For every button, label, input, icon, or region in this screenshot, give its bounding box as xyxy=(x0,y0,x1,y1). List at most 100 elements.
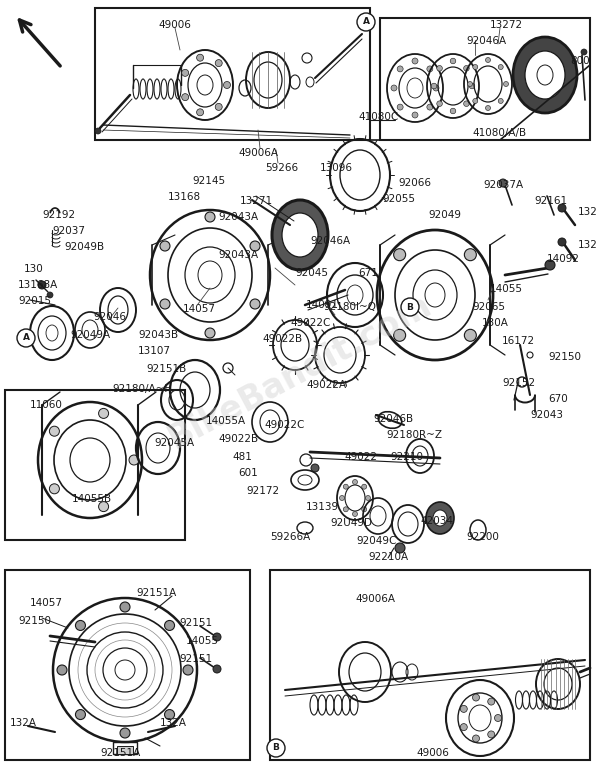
Text: 92210: 92210 xyxy=(390,452,423,462)
Bar xyxy=(113,742,137,754)
Text: 92043: 92043 xyxy=(530,410,563,420)
Circle shape xyxy=(437,101,442,106)
Circle shape xyxy=(464,329,476,341)
Circle shape xyxy=(197,54,203,61)
Circle shape xyxy=(485,57,491,63)
Circle shape xyxy=(353,512,358,516)
Circle shape xyxy=(460,705,467,712)
Circle shape xyxy=(472,694,479,701)
Text: 601: 601 xyxy=(238,468,258,478)
Bar xyxy=(95,8,370,140)
Text: A: A xyxy=(362,18,370,26)
Circle shape xyxy=(357,13,375,31)
Circle shape xyxy=(120,602,130,612)
Text: 16172: 16172 xyxy=(502,336,535,346)
Text: 92161: 92161 xyxy=(534,196,567,206)
Text: 92210A: 92210A xyxy=(368,552,408,562)
Text: 92152: 92152 xyxy=(502,378,535,388)
Circle shape xyxy=(343,484,349,489)
Circle shape xyxy=(197,109,203,115)
Text: 11060: 11060 xyxy=(30,400,63,410)
Text: 92046A: 92046A xyxy=(466,36,506,46)
Text: 14055B: 14055B xyxy=(72,494,112,504)
Circle shape xyxy=(343,507,349,512)
Ellipse shape xyxy=(282,213,318,257)
Text: 41080/A/B: 41080/A/B xyxy=(472,128,526,138)
Text: 92180R~Z: 92180R~Z xyxy=(386,430,442,440)
Circle shape xyxy=(394,249,406,260)
Circle shape xyxy=(391,85,397,91)
Circle shape xyxy=(164,621,175,630)
Text: BikeBandit.com: BikeBandit.com xyxy=(163,288,437,456)
Text: 92150: 92150 xyxy=(18,616,51,626)
Text: 92150: 92150 xyxy=(548,352,581,362)
Text: 92045: 92045 xyxy=(295,268,328,278)
Circle shape xyxy=(205,212,215,222)
Ellipse shape xyxy=(525,51,565,99)
Circle shape xyxy=(450,58,456,64)
Text: 92049B: 92049B xyxy=(64,242,104,252)
Text: 92192: 92192 xyxy=(42,210,75,220)
Text: 92045A: 92045A xyxy=(154,438,194,448)
Ellipse shape xyxy=(513,37,577,113)
Circle shape xyxy=(450,109,456,114)
Text: 49006: 49006 xyxy=(158,20,191,30)
Text: 13271: 13271 xyxy=(240,196,273,206)
Text: 42034: 42034 xyxy=(420,516,453,526)
Circle shape xyxy=(250,241,260,251)
Circle shape xyxy=(215,60,222,67)
Circle shape xyxy=(467,81,473,87)
Text: 92037A: 92037A xyxy=(483,180,523,190)
Text: 49006A: 49006A xyxy=(355,594,395,604)
Circle shape xyxy=(365,495,371,501)
Circle shape xyxy=(47,292,53,298)
Circle shape xyxy=(182,69,188,77)
Text: 14091: 14091 xyxy=(306,300,339,310)
Circle shape xyxy=(498,64,503,70)
Circle shape xyxy=(431,83,437,89)
Text: 92151B: 92151B xyxy=(146,364,186,374)
Circle shape xyxy=(412,112,418,118)
Text: 13139: 13139 xyxy=(306,502,339,512)
Text: 92151: 92151 xyxy=(179,654,212,664)
Circle shape xyxy=(160,299,170,309)
Text: 49022C: 49022C xyxy=(290,318,331,328)
Circle shape xyxy=(129,455,139,465)
Text: 481: 481 xyxy=(232,452,252,462)
Circle shape xyxy=(17,329,35,347)
Bar xyxy=(5,570,250,760)
Text: 92046: 92046 xyxy=(93,312,126,322)
Circle shape xyxy=(340,495,344,501)
Text: 92046A: 92046A xyxy=(310,236,350,246)
Circle shape xyxy=(267,739,285,757)
Text: 13272: 13272 xyxy=(490,20,523,30)
Text: 92049A: 92049A xyxy=(70,330,110,340)
Circle shape xyxy=(183,665,193,675)
Text: 130A: 130A xyxy=(482,318,509,328)
Text: 13168: 13168 xyxy=(168,192,201,202)
Circle shape xyxy=(95,128,101,134)
Text: 132A: 132A xyxy=(10,718,37,728)
Circle shape xyxy=(397,66,403,72)
Circle shape xyxy=(401,298,419,316)
Circle shape xyxy=(464,249,476,260)
Circle shape xyxy=(49,426,59,436)
Text: 14055A: 14055A xyxy=(206,416,246,426)
Text: 49022B: 49022B xyxy=(262,334,302,344)
Text: B: B xyxy=(407,302,413,312)
Text: 92043A: 92043A xyxy=(218,212,258,222)
Circle shape xyxy=(362,507,367,512)
Circle shape xyxy=(397,104,403,110)
Ellipse shape xyxy=(433,510,447,526)
Circle shape xyxy=(98,501,109,512)
Text: 49022C: 49022C xyxy=(264,420,304,430)
Circle shape xyxy=(394,329,406,341)
Text: 92151A: 92151A xyxy=(100,748,140,758)
Text: 49006A: 49006A xyxy=(238,148,278,158)
Ellipse shape xyxy=(426,502,454,534)
Text: 92151A: 92151A xyxy=(136,588,176,598)
Circle shape xyxy=(223,81,230,88)
Text: 49022: 49022 xyxy=(344,452,377,462)
Circle shape xyxy=(499,179,507,187)
Circle shape xyxy=(473,64,478,70)
